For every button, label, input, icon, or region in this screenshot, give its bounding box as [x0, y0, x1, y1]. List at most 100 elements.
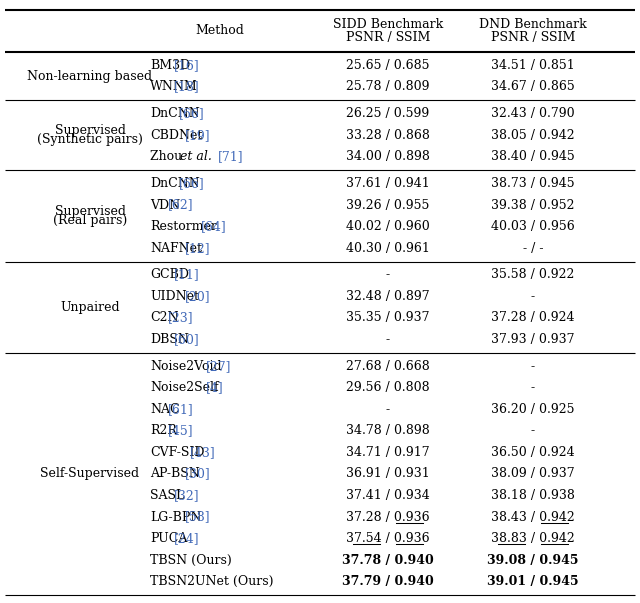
Text: 35.58 / 0.922: 35.58 / 0.922 — [492, 268, 575, 282]
Text: 37.61 / 0.941: 37.61 / 0.941 — [346, 177, 430, 190]
Text: 25.65 / 0.685: 25.65 / 0.685 — [346, 59, 429, 72]
Text: 38.05 / 0.942: 38.05 / 0.942 — [491, 128, 575, 142]
Text: C2N: C2N — [150, 312, 179, 324]
Text: 39.26 / 0.955: 39.26 / 0.955 — [346, 198, 429, 212]
Text: [20]: [20] — [184, 290, 210, 303]
Text: - / -: - / - — [523, 242, 543, 254]
Text: Supervised: Supervised — [54, 124, 125, 137]
Text: 26.25 / 0.599: 26.25 / 0.599 — [346, 107, 429, 120]
Text: 38.18 / 0.938: 38.18 / 0.938 — [491, 489, 575, 502]
Text: -: - — [386, 333, 390, 346]
Text: 32.48 / 0.897: 32.48 / 0.897 — [346, 290, 430, 303]
Text: 37.28 / 0.924: 37.28 / 0.924 — [492, 312, 575, 324]
Text: 38.40 / 0.945: 38.40 / 0.945 — [491, 150, 575, 163]
Text: -: - — [531, 290, 535, 303]
Text: CBDNet: CBDNet — [150, 128, 202, 142]
Text: 38.83 / 0.942: 38.83 / 0.942 — [491, 532, 575, 545]
Text: et al.: et al. — [180, 150, 212, 163]
Text: 27.68 / 0.668: 27.68 / 0.668 — [346, 360, 430, 373]
Text: GCBD: GCBD — [150, 268, 189, 282]
Text: 38.73 / 0.945: 38.73 / 0.945 — [491, 177, 575, 190]
Text: 32.43 / 0.790: 32.43 / 0.790 — [491, 107, 575, 120]
Text: LG-BPN: LG-BPN — [150, 511, 202, 523]
Text: Unpaired: Unpaired — [60, 301, 120, 314]
Text: SIDD Benchmark: SIDD Benchmark — [333, 17, 443, 31]
Text: PSNR / SSIM: PSNR / SSIM — [491, 31, 575, 45]
Text: SASL: SASL — [150, 489, 184, 502]
Text: [4]: [4] — [206, 381, 224, 394]
Text: 33.28 / 0.868: 33.28 / 0.868 — [346, 128, 430, 142]
Text: [71]: [71] — [218, 150, 244, 163]
Text: WNNM: WNNM — [150, 80, 198, 93]
Text: Non-learning based: Non-learning based — [28, 70, 152, 83]
Text: DBSN: DBSN — [150, 333, 189, 346]
Text: [32]: [32] — [173, 489, 199, 502]
Text: [61]: [61] — [168, 403, 194, 416]
Text: [64]: [64] — [200, 220, 227, 233]
Text: [18]: [18] — [173, 80, 199, 93]
Text: Zhou: Zhou — [150, 150, 186, 163]
Text: [16]: [16] — [173, 59, 199, 72]
Text: 37.93 / 0.937: 37.93 / 0.937 — [492, 333, 575, 346]
Text: R2R: R2R — [150, 425, 177, 437]
Text: (Real pairs): (Real pairs) — [53, 214, 127, 227]
Text: 34.71 / 0.917: 34.71 / 0.917 — [346, 446, 430, 459]
Text: Noise2Void: Noise2Void — [150, 360, 221, 373]
Text: -: - — [531, 425, 535, 437]
Text: -: - — [531, 360, 535, 373]
Text: -: - — [531, 381, 535, 394]
Text: NAC: NAC — [150, 403, 180, 416]
Text: 34.78 / 0.898: 34.78 / 0.898 — [346, 425, 430, 437]
Text: 29.56 / 0.808: 29.56 / 0.808 — [346, 381, 430, 394]
Text: 39.01 / 0.945: 39.01 / 0.945 — [487, 575, 579, 588]
Text: 38.09 / 0.937: 38.09 / 0.937 — [491, 467, 575, 481]
Text: 40.30 / 0.961: 40.30 / 0.961 — [346, 242, 430, 254]
Text: 37.54 / 0.936: 37.54 / 0.936 — [346, 532, 430, 545]
Text: [62]: [62] — [168, 198, 194, 212]
Text: [30]: [30] — [184, 467, 210, 481]
Text: [23]: [23] — [168, 312, 194, 324]
Text: [60]: [60] — [173, 333, 199, 346]
Text: 25.78 / 0.809: 25.78 / 0.809 — [346, 80, 429, 93]
Text: AP-BSN: AP-BSN — [150, 467, 200, 481]
Text: Self-Supervised: Self-Supervised — [40, 467, 140, 481]
Text: 37.79 / 0.940: 37.79 / 0.940 — [342, 575, 434, 588]
Text: [12]: [12] — [184, 242, 210, 254]
Text: 39.08 / 0.945: 39.08 / 0.945 — [487, 554, 579, 567]
Text: DND Benchmark: DND Benchmark — [479, 17, 587, 31]
Text: [27]: [27] — [206, 360, 232, 373]
Text: 38.43 / 0.942: 38.43 / 0.942 — [491, 511, 575, 523]
Text: 37.28 / 0.936: 37.28 / 0.936 — [346, 511, 430, 523]
Text: UIDNet: UIDNet — [150, 290, 199, 303]
Text: 35.35 / 0.937: 35.35 / 0.937 — [346, 312, 429, 324]
Text: 37.41 / 0.934: 37.41 / 0.934 — [346, 489, 430, 502]
Text: PUCA: PUCA — [150, 532, 188, 545]
Text: 34.00 / 0.898: 34.00 / 0.898 — [346, 150, 430, 163]
Text: CVF-SID: CVF-SID — [150, 446, 205, 459]
Text: DnCNN: DnCNN — [150, 107, 200, 120]
Text: [11]: [11] — [173, 268, 199, 282]
Text: [43]: [43] — [190, 446, 216, 459]
Text: NAFNet: NAFNet — [150, 242, 202, 254]
Text: 36.20 / 0.925: 36.20 / 0.925 — [492, 403, 575, 416]
Text: Restormer: Restormer — [150, 220, 217, 233]
Text: Noise2Self: Noise2Self — [150, 381, 219, 394]
Text: 40.02 / 0.960: 40.02 / 0.960 — [346, 220, 430, 233]
Text: -: - — [386, 268, 390, 282]
Text: [66]: [66] — [179, 107, 205, 120]
Text: -: - — [386, 403, 390, 416]
Text: TBSN2UNet (Ours): TBSN2UNet (Ours) — [150, 575, 273, 588]
Text: DnCNN: DnCNN — [150, 177, 200, 190]
Text: TBSN (Ours): TBSN (Ours) — [150, 554, 232, 567]
Text: [24]: [24] — [173, 532, 199, 545]
Text: Method: Method — [196, 25, 244, 37]
Text: 36.91 / 0.931: 36.91 / 0.931 — [346, 467, 430, 481]
Text: [58]: [58] — [184, 511, 210, 523]
Text: VDN: VDN — [150, 198, 180, 212]
Text: 36.50 / 0.924: 36.50 / 0.924 — [491, 446, 575, 459]
Text: 39.38 / 0.952: 39.38 / 0.952 — [492, 198, 575, 212]
Text: (Synthetic pairs): (Synthetic pairs) — [37, 133, 143, 147]
Text: 37.78 / 0.940: 37.78 / 0.940 — [342, 554, 434, 567]
Text: BM3D: BM3D — [150, 59, 190, 72]
Text: Supervised: Supervised — [54, 205, 125, 218]
